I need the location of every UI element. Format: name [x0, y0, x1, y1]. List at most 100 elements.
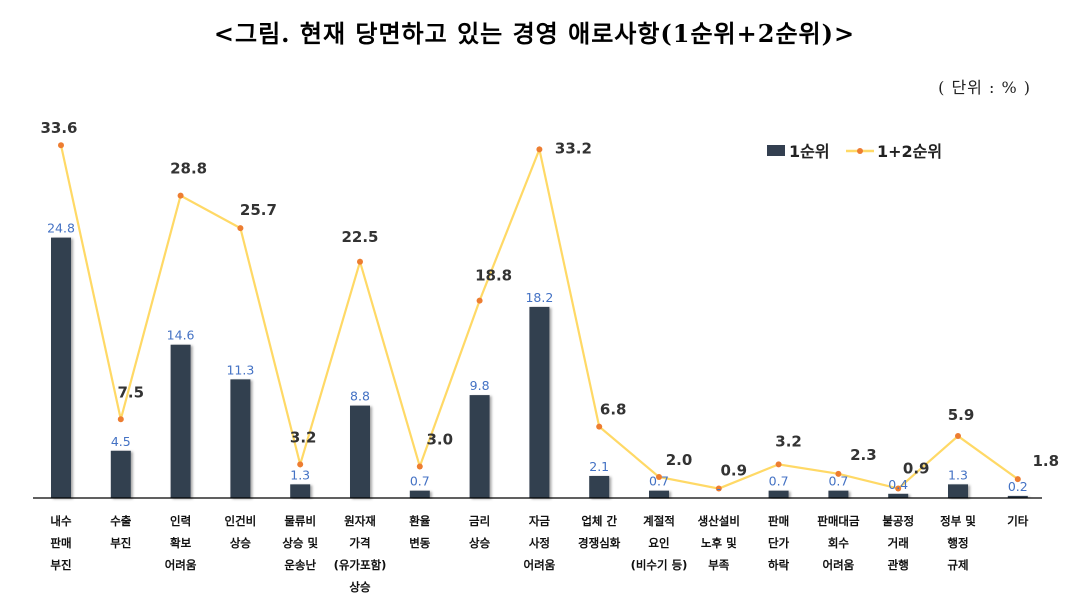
- line-marker: [237, 225, 244, 232]
- bar-value-label: 0.2: [1008, 479, 1028, 494]
- line-marker: [117, 416, 124, 423]
- bar-value-label: 0.4: [888, 477, 908, 492]
- line-value-label: 3.2: [775, 432, 802, 450]
- x-tick-label: 생산설비: [698, 514, 740, 528]
- x-tick-label: 정부 및: [940, 514, 976, 528]
- bar-value-label: 1.3: [290, 467, 310, 482]
- x-tick-label: 수출: [110, 514, 132, 528]
- line-marker: [895, 485, 902, 492]
- x-tick-label: 업체 간: [581, 514, 617, 528]
- bar: [51, 237, 71, 498]
- line-marker: [715, 485, 722, 492]
- line-marker: [835, 470, 842, 477]
- legend-label-line: 1+2순위: [877, 142, 942, 161]
- line-marker: [596, 423, 603, 430]
- legend-swatch-bar: [767, 145, 785, 156]
- x-tick-label: 운송난: [284, 558, 316, 572]
- line-marker: [656, 474, 662, 480]
- x-tick-label: 노후 및: [701, 536, 737, 550]
- line-marker: [955, 433, 961, 440]
- x-tick-label: 어려움: [823, 558, 855, 572]
- bar: [649, 490, 669, 498]
- bar: [230, 379, 251, 498]
- line-marker: [357, 258, 363, 265]
- line-value-label: 18.8: [475, 267, 512, 285]
- x-tick-label: 상승: [230, 536, 252, 550]
- x-tick-label: 상승: [469, 536, 491, 550]
- data-labels: 24.84.514.611.31.38.80.79.818.22.10.7-0.…: [40, 119, 1059, 496]
- bar-value-label: 2.1: [589, 459, 609, 474]
- x-tick-label: 확보: [170, 536, 192, 550]
- line-value-label: 2.3: [850, 446, 877, 464]
- x-tick-label: 인건비: [225, 514, 257, 528]
- line-marker: [1014, 476, 1021, 483]
- x-tick-label: 인력: [170, 514, 191, 528]
- bar: [589, 475, 610, 498]
- bar-value-label: 4.5: [111, 434, 131, 449]
- line-value-label: 0.9: [903, 460, 930, 478]
- x-tick-label: 변동: [409, 536, 431, 550]
- bar: [948, 484, 968, 498]
- line-marker: [476, 297, 483, 304]
- x-tick-label: 어려움: [524, 558, 556, 572]
- line-value-label: 33.2: [555, 139, 592, 157]
- x-tick-label: 요인: [648, 536, 669, 550]
- line-marker: [58, 142, 64, 149]
- legend: 1순위 1+2순위: [767, 142, 942, 161]
- bar: [290, 484, 311, 498]
- line-value-label: 1.8: [1033, 452, 1060, 470]
- x-tick-label: 관행: [888, 558, 909, 572]
- line-value-label: 25.7: [240, 201, 277, 219]
- x-tick-label: 상승 및: [282, 536, 318, 550]
- x-tick-label: 계절적: [643, 514, 675, 528]
- x-tick-label: 기타: [1007, 514, 1029, 528]
- bar-value-label: 9.8: [470, 378, 490, 393]
- x-tick-label: (유가포함): [334, 558, 387, 572]
- x-tick-label: 행정: [947, 536, 968, 550]
- x-tick-label: 회수: [828, 536, 850, 550]
- line-marker: [416, 463, 423, 470]
- chart-title: <그림. 현재 당면하고 있는 경영 애로사항(1순위+2순위)>: [213, 19, 856, 48]
- x-tick-label: 내수: [50, 514, 72, 528]
- x-tick-label: 원자재: [344, 514, 376, 528]
- x-tick-label: 규제: [947, 558, 968, 572]
- x-tick-label: 물류비: [284, 514, 316, 528]
- line-value-label: 3.0: [427, 431, 454, 449]
- line-value-label: 33.6: [40, 119, 77, 137]
- line-value-label: 5.9: [948, 406, 975, 424]
- bar-value-label: 1.3: [948, 467, 968, 482]
- line-series: [58, 142, 1021, 492]
- x-tick-label: 부족: [708, 558, 730, 572]
- line-marker: [297, 461, 304, 468]
- x-tick-label: 부진: [50, 558, 71, 572]
- bar-value-label: 0.7: [828, 474, 848, 489]
- bar-value-label: 0.7: [649, 474, 669, 489]
- bar: [529, 306, 550, 498]
- legend-swatch-marker: [857, 148, 863, 154]
- bar: [170, 344, 191, 498]
- x-tick-label: 경쟁심화: [578, 536, 621, 550]
- bar: [350, 405, 370, 498]
- x-tick-label: 상승: [349, 580, 371, 594]
- bar: [1007, 495, 1028, 498]
- line-value-label: 0.9: [721, 462, 748, 480]
- x-tick-label: 하락: [768, 558, 790, 572]
- x-tick-label: 환율: [409, 514, 431, 528]
- x-tick-label: 판매: [768, 514, 789, 528]
- x-tick-label: 자금: [529, 514, 551, 528]
- unit-label: ( 단위 : % ): [938, 78, 1031, 97]
- x-tick-label: 사정: [529, 536, 550, 550]
- line-marker: [536, 146, 543, 153]
- bar-value-label: 0.7: [769, 474, 789, 489]
- x-tick-label: 부진: [110, 536, 131, 550]
- bar: [828, 490, 849, 498]
- bar: [110, 450, 131, 498]
- line-marker: [775, 461, 782, 468]
- legend-label-bar: 1순위: [789, 142, 830, 161]
- bar: [768, 490, 789, 498]
- x-tick-label: 가격: [349, 536, 370, 550]
- x-tick-label: 거래: [888, 536, 909, 550]
- line-value-label: 22.5: [341, 228, 378, 246]
